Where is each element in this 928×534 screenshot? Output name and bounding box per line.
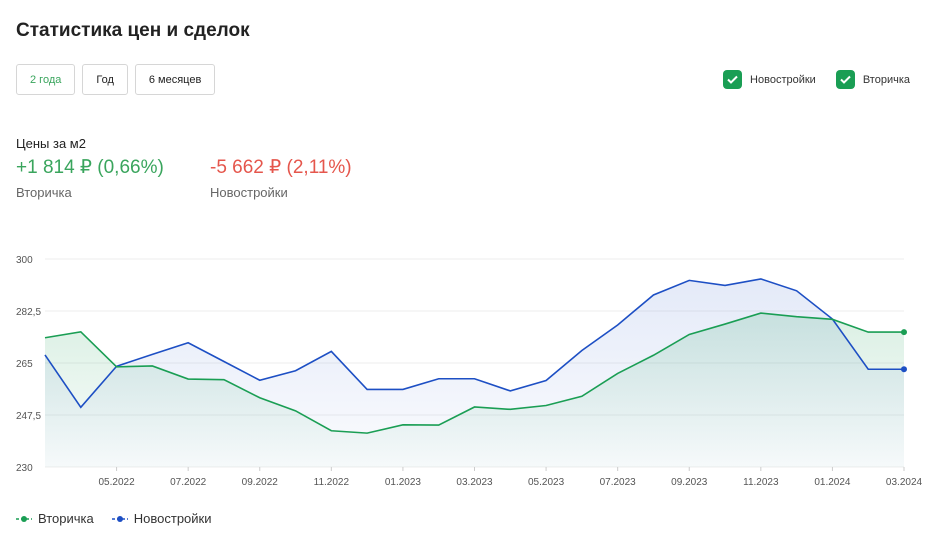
period-6-months-button[interactable]: 6 месяцев bbox=[134, 64, 216, 95]
x-tick-label: 03.2024 bbox=[886, 477, 923, 488]
x-tick-label: 01.2023 bbox=[385, 477, 422, 488]
series-endpoint-secondary bbox=[901, 329, 907, 336]
filter-new-buildings-label: Новостройки bbox=[750, 73, 816, 86]
stat-secondary-value: +1 814 ₽ (0,66%) bbox=[16, 157, 164, 178]
x-tick-label: 01.2024 bbox=[814, 477, 851, 488]
legend-green-marker-icon bbox=[16, 515, 32, 522]
series-area-secondary bbox=[45, 313, 904, 467]
stats-label: Цены за м2 bbox=[16, 136, 86, 151]
period-2-years-button[interactable]: 2 года bbox=[16, 64, 76, 95]
y-tick-label: 247,5 bbox=[16, 411, 41, 422]
stat-new-buildings: -5 662 ₽ (2,11%) Новостройки bbox=[210, 156, 352, 200]
series-line-new-buildings bbox=[44, 278, 904, 409]
x-tick-label: 05.2022 bbox=[99, 477, 136, 488]
checkbox-checked-icon[interactable] bbox=[723, 70, 743, 89]
legend-blue-marker-icon bbox=[111, 515, 128, 522]
filter-secondary-label: Вторичка bbox=[862, 73, 910, 86]
stat-secondary: +1 814 ₽ (0,66%) Вторичка bbox=[16, 156, 164, 200]
filter-new-buildings[interactable]: Новостройки bbox=[723, 70, 816, 89]
period-selector: 2 года Год 6 месяцев bbox=[16, 64, 216, 95]
series-line-secondary bbox=[44, 312, 904, 434]
x-tick-label: 11.2022 bbox=[314, 477, 350, 488]
x-tick-label: 05.2023 bbox=[528, 477, 565, 488]
checkbox-checked-icon[interactable] bbox=[835, 70, 855, 89]
price-chart: 300 282,5 265 247,5 230 05.2022 07.2022 09.2022… bbox=[16, 255, 923, 488]
stat-new-buildings-value: -5 662 ₽ (2,11%) bbox=[210, 157, 352, 178]
series-endpoint-new-buildings bbox=[901, 366, 907, 373]
series-filters: Новостройки Вторичка bbox=[723, 70, 910, 89]
y-tick-label: 230 bbox=[16, 463, 33, 474]
period-1-year-button[interactable]: Год bbox=[82, 64, 128, 95]
x-tick-label: 09.2022 bbox=[242, 477, 279, 488]
y-tick-label: 282,5 bbox=[16, 307, 41, 318]
x-tick-label: 11.2023 bbox=[743, 477, 779, 488]
y-tick-label: 265 bbox=[16, 359, 33, 370]
y-tick-label: 300 bbox=[16, 255, 33, 266]
x-tick-label: 07.2023 bbox=[600, 477, 637, 488]
legend-item-new-buildings[interactable]: Новостройки bbox=[111, 511, 212, 526]
legend-new-buildings-label: Новостройки bbox=[133, 511, 212, 526]
x-tick-label: 07.2022 bbox=[170, 477, 207, 488]
x-tick-label: 03.2023 bbox=[456, 477, 493, 488]
legend-item-secondary[interactable]: Вторичка bbox=[16, 511, 94, 526]
chart-legend: Вторичка Новостройки bbox=[16, 511, 211, 526]
page-title: Статистика цен и сделок bbox=[16, 20, 250, 41]
x-tick-label: 09.2023 bbox=[671, 477, 708, 488]
filter-secondary[interactable]: Вторичка bbox=[835, 70, 910, 89]
legend-secondary-label: Вторичка bbox=[38, 511, 94, 526]
stat-new-buildings-caption: Новостройки bbox=[210, 185, 288, 200]
stat-secondary-caption: Вторичка bbox=[16, 185, 72, 200]
